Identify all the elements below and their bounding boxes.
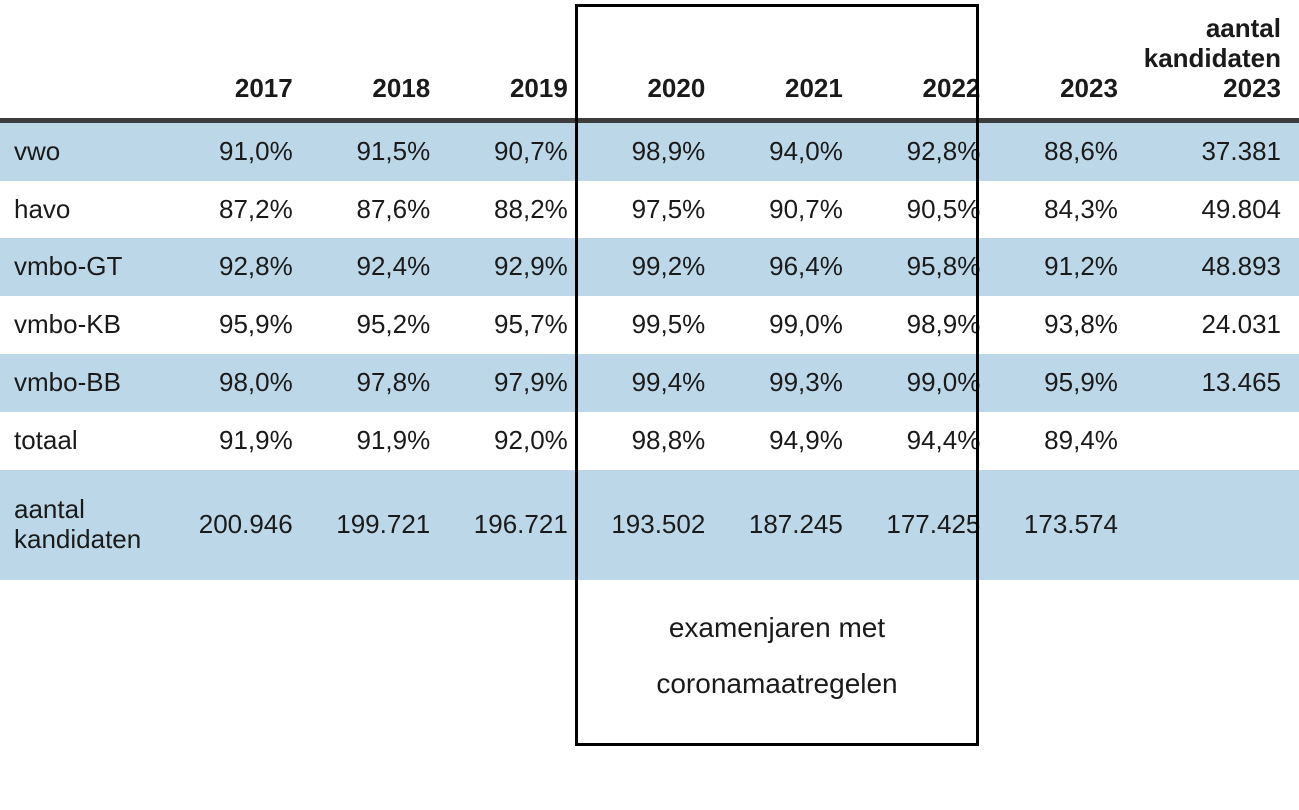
cell: 97,9% [448,354,586,412]
cell: 99,3% [723,354,861,412]
cell: 87,2% [173,181,311,239]
table-header-row: 2017 2018 2019 2020 2021 2022 2023 aanta… [0,0,1299,120]
table-row: vwo91,0%91,5%90,7%98,9%94,0%92,8%88,6%37… [0,120,1299,180]
row-label: havo [0,181,173,239]
cell: 95,9% [173,296,311,354]
cell: 173.574 [998,470,1136,580]
cell: 84,3% [998,181,1136,239]
column-header: 2017 [173,0,311,120]
cell: 95,2% [311,296,449,354]
cell: 92,4% [311,238,449,296]
cell: 177.425 [861,470,999,580]
cell: 99,0% [861,354,999,412]
row-label: aantal kandidaten [0,470,173,580]
column-header: 2021 [723,0,861,120]
cell: 49.804 [1136,181,1299,239]
cell: 98,0% [173,354,311,412]
cell: 92,8% [861,120,999,180]
row-label: vmbo-KB [0,296,173,354]
cell: 91,9% [311,412,449,470]
cell: 94,9% [723,412,861,470]
cell: 13.465 [1136,354,1299,412]
table-row: havo87,2%87,6%88,2%97,5%90,7%90,5%84,3%4… [0,181,1299,239]
row-label: vmbo-BB [0,354,173,412]
column-header: 2018 [311,0,449,120]
cell: 95,7% [448,296,586,354]
cell: 187.245 [723,470,861,580]
cell: 97,5% [586,181,724,239]
column-header: 2022 [861,0,999,120]
cell: 97,8% [311,354,449,412]
cell: 87,6% [311,181,449,239]
cell: 24.031 [1136,296,1299,354]
cell: 90,5% [861,181,999,239]
cell: 89,4% [998,412,1136,470]
cell: 91,2% [998,238,1136,296]
cell: 95,8% [861,238,999,296]
cell: 48.893 [1136,238,1299,296]
cell: 92,0% [448,412,586,470]
cell: 95,9% [998,354,1136,412]
column-header: 2023 [998,0,1136,120]
table-row: totaal91,9%91,9%92,0%98,8%94,9%94,4%89,4… [0,412,1299,470]
cell: 91,0% [173,120,311,180]
cell: 37.381 [1136,120,1299,180]
cell: 99,0% [723,296,861,354]
column-header: aantal kandidaten 2023 [1136,0,1299,120]
cell: 200.946 [173,470,311,580]
column-header: 2020 [586,0,724,120]
cell: 91,9% [173,412,311,470]
cell: 196.721 [448,470,586,580]
cell: 94,0% [723,120,861,180]
cell: 199.721 [311,470,449,580]
cell: 88,2% [448,181,586,239]
cell: 193.502 [586,470,724,580]
cell: 91,5% [311,120,449,180]
table-body: vwo91,0%91,5%90,7%98,9%94,0%92,8%88,6%37… [0,120,1299,580]
cell: 93,8% [998,296,1136,354]
table-row: aantal kandidaten200.946199.721196.72119… [0,470,1299,580]
cell: 92,9% [448,238,586,296]
column-header [0,0,173,120]
row-label: totaal [0,412,173,470]
column-header: 2019 [448,0,586,120]
cell: 90,7% [723,181,861,239]
cell: 94,4% [861,412,999,470]
highlight-caption: examenjaren met coronamaatregelen [567,600,987,712]
table-row: vmbo-BB98,0%97,8%97,9%99,4%99,3%99,0%95,… [0,354,1299,412]
cell: 98,8% [586,412,724,470]
cell: 96,4% [723,238,861,296]
caption-line: examenjaren met [669,612,885,643]
cell [1136,470,1299,580]
row-label: vwo [0,120,173,180]
table-row: vmbo-GT92,8%92,4%92,9%99,2%96,4%95,8%91,… [0,238,1299,296]
cell: 99,2% [586,238,724,296]
cell: 99,4% [586,354,724,412]
cell: 98,9% [861,296,999,354]
cell: 92,8% [173,238,311,296]
results-table: 2017 2018 2019 2020 2021 2022 2023 aanta… [0,0,1299,580]
caption-line: coronamaatregelen [656,668,897,699]
cell: 99,5% [586,296,724,354]
cell: 88,6% [998,120,1136,180]
cell [1136,412,1299,470]
table-container: 2017 2018 2019 2020 2021 2022 2023 aanta… [0,0,1299,580]
table-row: vmbo-KB95,9%95,2%95,7%99,5%99,0%98,9%93,… [0,296,1299,354]
cell: 98,9% [586,120,724,180]
row-label: vmbo-GT [0,238,173,296]
cell: 90,7% [448,120,586,180]
